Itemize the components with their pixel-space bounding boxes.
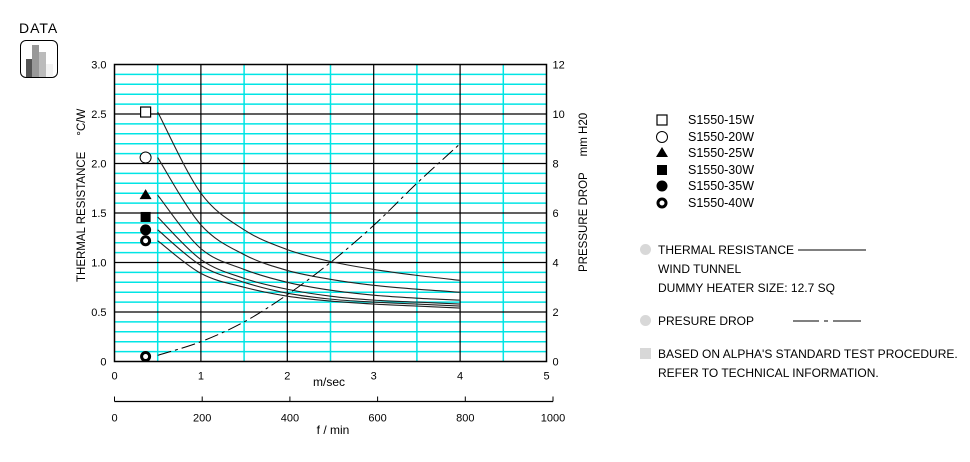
x-axis-label: m/sec [313,375,345,389]
legend-label: S1550-20W [688,129,755,144]
y2-tick-label: 6 [553,208,559,220]
filled-triangle-icon [655,146,669,160]
x-tick-label: 0 [111,371,117,383]
note-based-on: BASED ON ALPHA'S STANDARD TEST PROCEDURE… [640,344,958,363]
y2-tick-label: 12 [553,60,565,72]
series-marker-filled-square [140,211,151,222]
series-marker-open-square [140,106,152,118]
x-tick-label: 1 [198,371,204,383]
y-tick-label: 3.0 [91,60,106,72]
note-dummy-heater: DUMMY HEATER SIZE: 12.7 SQ [658,280,835,295]
legend-marker [656,147,668,158]
y2-tick-label: 2 [553,307,559,319]
series-curve-S1550-20W [157,157,461,293]
note-thermal-text: THERMAL RESISTANCE [658,242,795,257]
legend-item: S1550-25W [655,145,754,162]
logo-label: DATA [19,20,59,36]
note-based-on-text: BASED ON ALPHA'S STANDARD TEST PROCEDURE… [658,346,958,361]
legend: S1550-15W S1550-20W S1550-25W S1550-30W S155… [655,112,754,211]
legend-item: S1550-30W [655,162,754,179]
y2-tick-label: 10 [553,109,565,121]
note-wind-tunnel: WIND TUNNEL [658,261,742,276]
y-axis-label: THERMAL RESISTANCE [76,151,88,282]
series-curve-S1550-25W [157,194,461,301]
y2-tick-label: 4 [553,258,559,270]
solid-line-icon [798,249,867,250]
legend-label: S1550-35W [688,179,755,194]
bullet-square-icon [640,348,651,359]
y2-tick-label: 0 [553,357,559,369]
y2-axis-unit: mm H20 [578,113,590,156]
legend-item: S1550-20W [655,129,754,146]
series-curve-S1550-15W [157,111,461,281]
y2-axis-label: PRESSURE DROP [578,172,590,272]
note-pressure-text: PRESURE DROP [658,313,755,328]
x2-tick-label: 800 [456,413,474,425]
open-circle-icon [655,130,669,144]
x2-tick-label: 200 [193,413,211,425]
legend-marker [656,130,668,143]
x2-tick-label: 600 [368,413,386,425]
legend-marker [656,197,668,209]
x2-tick-label: 400 [281,413,299,425]
thick-ring-icon [655,196,669,210]
y-tick-label: 2.5 [91,109,106,121]
legend-label: S1550-30W [688,162,755,177]
x2-tick-label: 1000 [541,413,565,425]
y-tick-label: 0.5 [91,307,106,319]
legend-marker [656,114,668,126]
legend-item: S1550-35W [655,178,754,195]
y-tick-label: 1.5 [91,208,106,220]
legend-label: S1550-25W [688,146,755,161]
bullet-icon [640,315,651,326]
filled-square-icon [655,163,669,177]
open-square-icon [655,113,669,127]
series-marker-open-circle [139,151,152,164]
y-tick-label: 2.0 [91,159,106,171]
bar-chart-icon [20,40,58,78]
x-tick-label: 2 [284,371,290,383]
pressure-drop-curve [157,143,461,356]
y-tick-label: 0 [100,357,106,369]
legend-marker [657,164,667,175]
notes: THERMAL RESISTANCE WIND TUNNEL DUMMY HEA… [640,240,958,382]
pressure-marker [140,351,152,363]
legend-item: S1550-15W [655,112,754,129]
dash-line-icon [793,320,861,321]
x-tick-label: 5 [543,371,549,383]
note-thermal: THERMAL RESISTANCE [640,240,958,259]
series-curve-S1550-30W [157,216,461,305]
legend-item: S1550-40W [655,195,754,212]
legend-marker [656,180,668,192]
series-marker-filled-triangle [139,189,152,200]
legend-label: S1550-15W [688,113,755,128]
filled-circle-icon [655,179,669,193]
y-axis-unit: °C/W [76,109,88,136]
note-refer: REFER TO TECHNICAL INFORMATION. [658,365,879,380]
plot-frame [113,63,548,363]
x-tick-label: 3 [371,371,377,383]
bullet-icon [640,244,651,255]
series-curve-S1550-40W [157,240,461,309]
x-tick-label: 4 [457,371,463,383]
note-pressure: PRESURE DROP [640,311,958,330]
y2-tick-label: 8 [553,159,559,171]
series-curve-S1550-35W [157,229,461,307]
x2-axis-label: f / min [317,423,350,437]
y-tick-label: 1.0 [91,258,106,270]
legend-label: S1550-40W [688,195,755,210]
x2-tick-label: 0 [111,413,117,425]
series-marker-thick-ring [140,235,152,247]
series-marker-filled-circle [140,224,152,236]
